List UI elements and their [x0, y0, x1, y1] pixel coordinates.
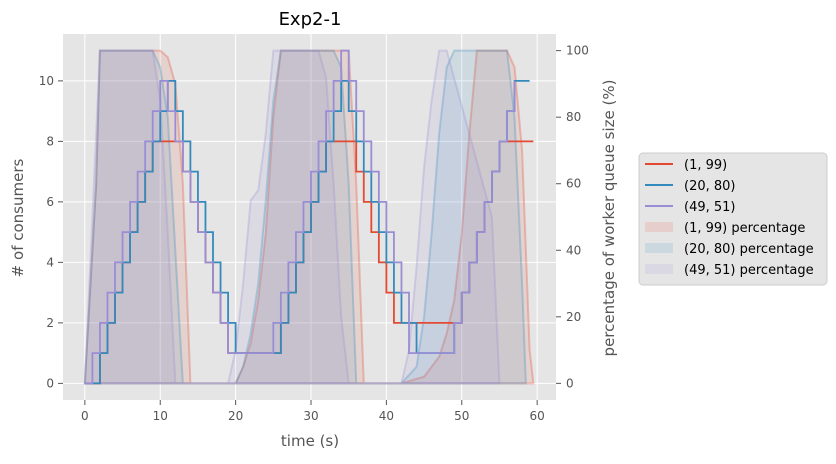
- legend-label: (1, 99): [684, 158, 727, 173]
- y2-tick-label: 40: [566, 243, 581, 257]
- area-series-layer: [83, 49, 535, 385]
- x-tick-label: 40: [379, 409, 394, 423]
- y2-tick-label: 20: [566, 310, 581, 324]
- area-series: [83, 49, 527, 385]
- x-tick-label: 20: [228, 409, 243, 423]
- x-axis-label: time (s): [281, 432, 339, 450]
- y-tick-label: 2: [46, 316, 54, 330]
- x-tick-label: 10: [153, 409, 168, 423]
- y-tick-label: 8: [46, 134, 54, 148]
- area-series: [83, 49, 501, 385]
- legend-box: [638, 152, 828, 286]
- legend-swatch-area: [645, 243, 673, 253]
- series-line: [84, 49, 516, 385]
- legend-swatch-area: [645, 222, 673, 232]
- y2-axis-label: percentage of worker queue size (%): [600, 80, 618, 357]
- y-axis-ticks: 0 2 4 6 8 10: [39, 74, 63, 390]
- y-axis-label: # of consumers: [9, 158, 27, 277]
- x-tick-label: 0: [81, 409, 89, 423]
- x-tick-label: 50: [454, 409, 469, 423]
- plot-background: [63, 34, 556, 400]
- y2-tick-label: 60: [566, 177, 581, 191]
- x-tick-label: 30: [303, 409, 318, 423]
- chart-title: Exp2-1: [279, 9, 342, 30]
- y-tick-label: 0: [46, 376, 54, 390]
- y-tick-label: 6: [46, 195, 54, 209]
- y-tick-label: 10: [39, 74, 54, 88]
- y2-tick-label: 0: [566, 376, 574, 390]
- legend-label: (1, 99) percentage: [684, 221, 805, 236]
- legend-items: (1, 99) (20, 80) (49, 51) (1, 99) percentag…: [645, 158, 814, 278]
- legend-swatch-area: [645, 264, 673, 274]
- area-series: [83, 49, 535, 385]
- legend-label: (49, 51) percentage: [684, 263, 814, 278]
- legend-label: (20, 80): [684, 179, 736, 194]
- x-axis-ticks: 0 10 20 30 40 50 60: [81, 400, 545, 423]
- y2-tick-label: 100: [566, 44, 589, 58]
- y2-axis-ticks: 0 20 40 60 80 100: [556, 44, 589, 390]
- legend: (1, 99) (20, 80) (49, 51) (1, 99) percentag…: [638, 152, 828, 286]
- legend-label: (49, 51): [684, 200, 736, 215]
- y-tick-label: 4: [46, 255, 54, 269]
- line-series-layer: [84, 49, 534, 385]
- legend-label: (20, 80) percentage: [684, 242, 814, 257]
- x-tick-label: 60: [530, 409, 545, 423]
- y2-tick-label: 80: [566, 110, 581, 124]
